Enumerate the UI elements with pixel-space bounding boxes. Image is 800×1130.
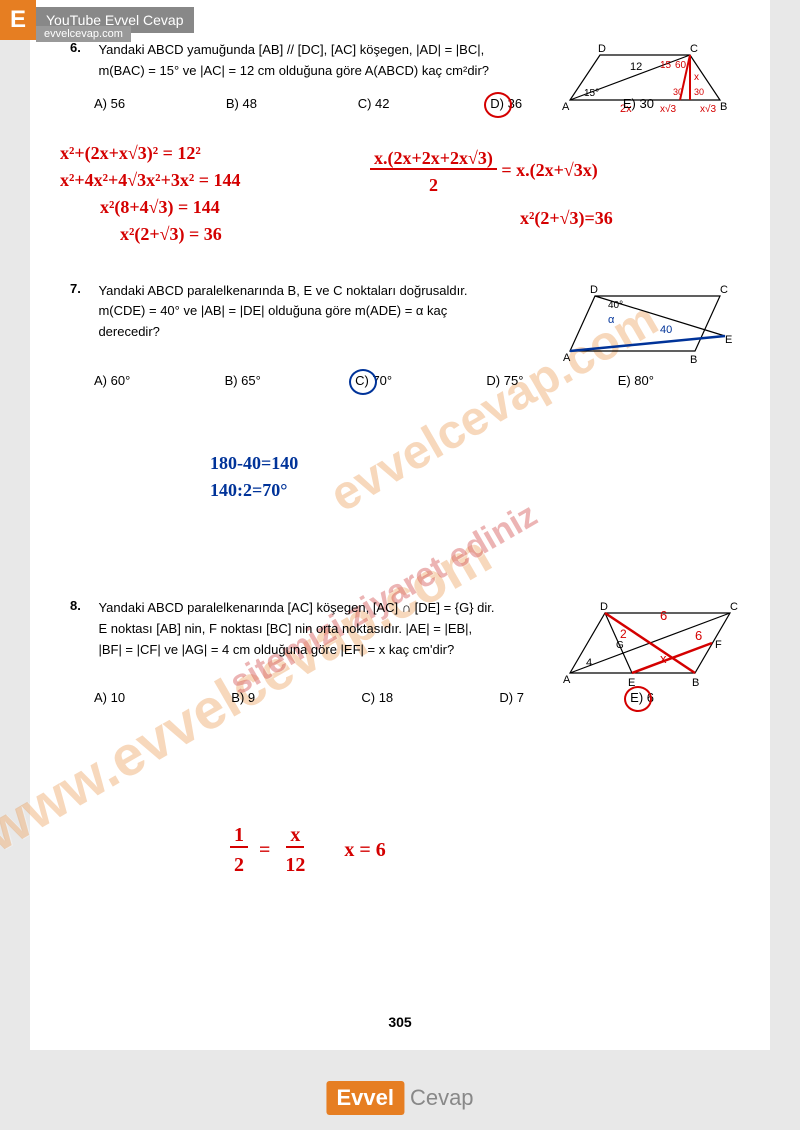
q8-work: 1 2 = x 12 x = 6 [230,820,386,880]
q8-f1n: 1 [230,824,248,848]
page: evvelcevap.com www.evvelcevap.com sitemi… [30,0,770,1050]
q6-num: 6. [70,40,94,55]
svg-text:x: x [694,72,699,83]
top-banner: E YouTube Evvel Cevap evvelcevap.com [0,0,194,40]
svg-text:A: A [562,101,570,113]
q7-w2: 140:2=70° [210,477,298,504]
svg-text:A: A [563,352,571,364]
q6-w4: x²(2+√3) = 36 [120,221,241,248]
banner-e-icon: E [0,0,36,40]
svg-text:15: 15 [660,60,672,71]
svg-text:40°: 40° [608,300,623,311]
q7-text: Yandaki ABCD paralelkenarında B, E ve C … [98,281,498,343]
svg-text:G: G [616,640,624,651]
svg-text:15°: 15° [584,88,599,99]
q8-f1d: 2 [230,854,248,876]
svg-text:A: A [563,674,571,686]
q6-w5eq: = x.(2x+√3x) [501,160,597,180]
q7-opt-a: A) 60° [94,373,130,388]
logo-gray: Cevap [410,1085,474,1111]
q6-work-right: x.(2x+2x+2x√3) 2 = x.(2x+√3x) x²(2+√3)=3… [370,145,613,232]
svg-text:x: x [660,651,667,666]
svg-text:x√3: x√3 [660,103,676,115]
svg-text:D: D [598,43,606,55]
q8-opt-a: A) 10 [94,690,125,705]
q6-opt-e: E) 30 [623,96,654,111]
svg-text:C: C [690,43,698,55]
q7-w1: 180-40=140 [210,450,298,477]
svg-text:6: 6 [660,608,667,623]
q8-opt-b: B) 9 [231,690,255,705]
svg-text:C: C [720,284,728,296]
q6-frac-den: 2 [425,175,442,195]
svg-text:D: D [600,601,608,613]
bottom-logo: Evvel Cevap [326,1081,473,1115]
q7-num: 7. [70,281,94,296]
svg-text:x√3: x√3 [700,103,716,115]
question-6: 6. Yandaki ABCD yamuğunda [AB] // [DC], … [70,40,730,111]
q8-diagram: D C A B E F G 4 6 6 2 x [560,598,740,688]
svg-text:12: 12 [630,61,642,73]
q6-opt-a: A) 56 [94,96,125,111]
banner-sub: evvelcevap.com [36,26,131,42]
q7-diagram: D C A B E 40° α 40 [560,281,740,371]
q8-opt-d: D) 7 [499,690,524,705]
q8-f2d: 12 [281,854,309,876]
q7-work: 180-40=140 140:2=70° [210,450,298,504]
svg-text:α: α [608,314,615,326]
svg-text:30: 30 [694,87,704,97]
svg-text:E: E [725,334,732,346]
q7-opt-e: E) 80° [618,373,654,388]
svg-text:2: 2 [620,627,627,641]
svg-text:60: 60 [675,60,687,71]
svg-text:C: C [730,601,738,613]
q6-opt-c: C) 42 [358,96,390,111]
svg-text:B: B [690,354,697,366]
q8-num: 8. [70,598,94,613]
page-number: 305 [30,1014,770,1030]
q8-ans: x = 6 [344,839,385,861]
q6-opt-d: D) 36 [490,96,522,111]
q6-diagram: D C A B 12 15° 15 60 x 30 30 2x x√3 x√3 [560,40,740,130]
q6-frac-num: x.(2x+2x+2x√3) [370,148,497,170]
q6-w2: x²+4x²+4√3x²+3x² = 144 [60,167,241,194]
q6-frac: x.(2x+2x+2x√3) 2 [370,145,497,199]
q8-opt-e: E) 6 [630,690,654,705]
q8-text: Yandaki ABCD paralelkenarında [AC] köşeg… [98,598,498,660]
q7-opt-b: B) 65° [225,373,261,388]
q8-opt-c: C) 18 [361,690,393,705]
q8-f1: 1 2 [230,820,248,880]
q6-work-left: x²+(2x+x√3)² = 12² x²+4x²+4√3x²+3x² = 14… [60,140,241,248]
svg-text:F: F [715,639,722,651]
q6-w3: x²(8+4√3) = 144 [100,194,241,221]
q7-opt-d: D) 75° [486,373,523,388]
q6-w1: x²+(2x+x√3)² = 12² [60,140,241,167]
question-7: 7. Yandaki ABCD paralelkenarında B, E ve… [70,281,730,388]
q8-f2: x 12 [281,820,309,880]
q8-eq1: = [259,839,270,861]
question-8: 8. Yandaki ABCD paralelkenarında [AC] kö… [70,598,730,705]
svg-text:30: 30 [673,87,683,97]
svg-text:4: 4 [586,657,592,669]
svg-text:6: 6 [695,628,702,643]
svg-text:B: B [692,677,699,689]
q6-opt-b: B) 48 [226,96,257,111]
svg-text:D: D [590,284,598,296]
q7-opt-c: C) 70° [355,373,392,388]
logo-box: Evvel [326,1081,404,1115]
q8-f2n: x [286,824,304,848]
q6-text: Yandaki ABCD yamuğunda [AB] // [DC], [AC… [98,40,498,82]
svg-text:40: 40 [660,324,672,336]
svg-text:B: B [720,101,727,113]
q6-w6: x²(2+√3)=36 [520,205,613,232]
